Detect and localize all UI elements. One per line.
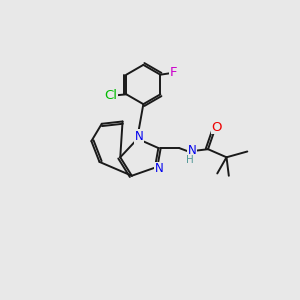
Text: Cl: Cl	[104, 89, 117, 102]
Text: N: N	[188, 144, 197, 157]
Text: F: F	[170, 66, 177, 79]
Text: O: O	[211, 121, 222, 134]
Text: N: N	[155, 162, 164, 175]
Text: H: H	[186, 154, 194, 165]
Text: N: N	[135, 130, 144, 143]
